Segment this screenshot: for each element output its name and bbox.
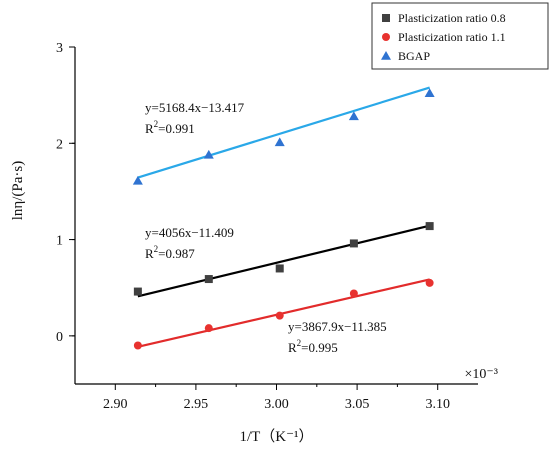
- x-tick-label: 3.10: [425, 397, 450, 412]
- data-point-series-1: [349, 239, 358, 248]
- fit-line-series-3: [137, 86, 430, 179]
- x-axis-title: 1/T（K⁻¹）: [239, 428, 313, 445]
- fit-equation-series-1: y=4056x−11.409: [145, 225, 234, 240]
- axes: 2.90 2.95 3.00 3.05 3.10 0 1 2 3 ×10⁻³ 1/T（K⁻¹） lnη…: [10, 41, 498, 445]
- data-point-series-3: [348, 111, 359, 121]
- fit-line-series-2: [137, 278, 430, 348]
- data-point-series-3: [132, 175, 143, 185]
- data-point-series-2: [425, 278, 434, 287]
- data-point-series-2: [349, 289, 358, 298]
- y-tick-label: 3: [56, 41, 63, 56]
- x-scale-multiplier: ×10⁻³: [465, 367, 498, 382]
- fit-line-series-1: [137, 224, 430, 298]
- legend-marker-series-3: [381, 51, 391, 60]
- x-tick-label: 2.90: [103, 397, 128, 412]
- data-point-series-2: [275, 311, 284, 320]
- legend-label-series-1: Plasticization ratio 0.8: [398, 11, 506, 25]
- r-squared-series-3: R2=0.991: [145, 119, 195, 136]
- fit-equation-series-3: y=5168.4x−13.417: [145, 100, 245, 115]
- legend-label-series-3: BGAP: [398, 49, 430, 63]
- fit-lines: [137, 86, 430, 348]
- data-point-series-1: [204, 275, 213, 284]
- fit-equation-series-2: y=3867.9x−11.385: [288, 319, 387, 334]
- data-point-series-1: [275, 264, 284, 273]
- legend-marker-series-2: [382, 33, 390, 41]
- data-point-series-3: [203, 149, 214, 159]
- x-tick-label: 2.95: [184, 397, 209, 412]
- r-squared-series-2: R2=0.995: [288, 338, 338, 355]
- data-point-series-3: [274, 137, 285, 147]
- x-tick-label: 3.05: [345, 397, 370, 412]
- data-point-series-3: [424, 88, 435, 97]
- legend: Plasticization ratio 0.8 Plasticization r…: [371, 2, 549, 70]
- legend-marker-series-1: [382, 14, 390, 22]
- x-tick-label: 3.00: [264, 397, 289, 412]
- r-squared-series-1: R2=0.987: [145, 244, 195, 261]
- data-point-series-2: [133, 341, 142, 350]
- data-markers: [132, 88, 435, 350]
- data-point-series-1: [133, 287, 142, 296]
- y-tick-label: 1: [56, 234, 63, 249]
- data-point-series-2: [204, 324, 213, 333]
- y-axis-title: lnη/(Pa·s): [10, 161, 26, 221]
- fit-annotations: y=4056x−11.409 R2=0.987 y=3867.9x−11.385 R2…: [145, 100, 387, 355]
- y-tick-label: 0: [56, 330, 63, 345]
- y-tick-label: 2: [56, 137, 63, 152]
- data-point-series-1: [425, 222, 434, 231]
- legend-box: [371, 2, 549, 70]
- legend-label-series-2: Plasticization ratio 1.1: [398, 30, 506, 44]
